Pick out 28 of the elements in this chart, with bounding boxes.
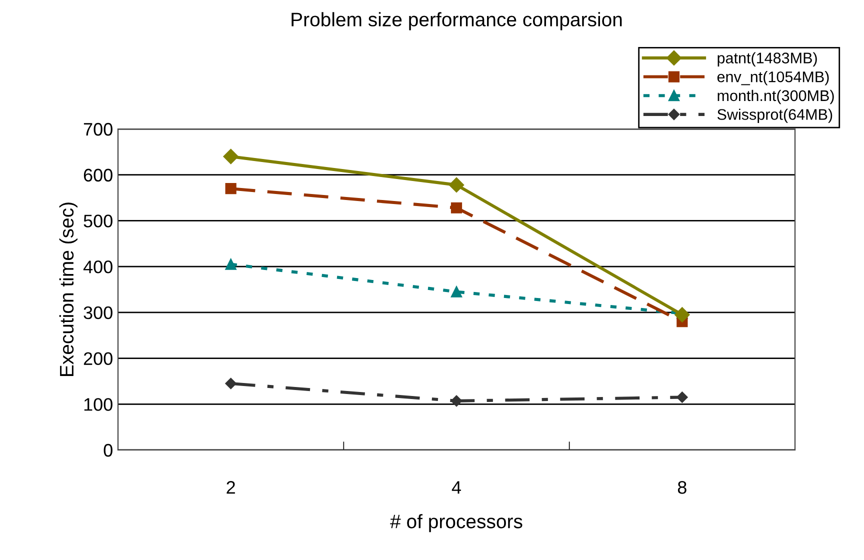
y-tick-label: 600 — [84, 168, 112, 182]
x-tick-label: 4 — [452, 481, 461, 494]
x-tick-label: 8 — [678, 481, 686, 494]
legend-label: env_nt(1054MB) — [717, 71, 829, 86]
y-tick-label: 700 — [84, 122, 112, 136]
y-tick-label: 500 — [84, 214, 112, 228]
y-tick-label: 0 — [104, 444, 112, 457]
legend-label: patnt(1483MB) — [718, 52, 817, 66]
y-tick-label: 300 — [84, 306, 112, 320]
point — [225, 258, 236, 270]
y-tick-label: 400 — [83, 260, 112, 274]
x-tick-label: 2 — [226, 481, 235, 494]
point — [676, 392, 688, 403]
x-axis-title: # of processors — [390, 514, 522, 532]
legend-label: month.nt(300MB) — [718, 90, 834, 104]
point — [450, 202, 462, 214]
point — [225, 183, 236, 194]
y-axis-title: Execution time (sec) — [59, 202, 78, 376]
point — [674, 307, 690, 322]
legend-label: Swissprot(64MB) — [717, 108, 832, 123]
point — [450, 286, 462, 298]
point — [223, 148, 238, 164]
chart-title: Problem size performance comparsion — [292, 12, 622, 30]
y-tick-label: 100 — [84, 398, 112, 411]
point — [448, 177, 464, 193]
point — [450, 395, 462, 407]
point — [225, 378, 236, 390]
y-tick-label: 200 — [84, 352, 112, 366]
